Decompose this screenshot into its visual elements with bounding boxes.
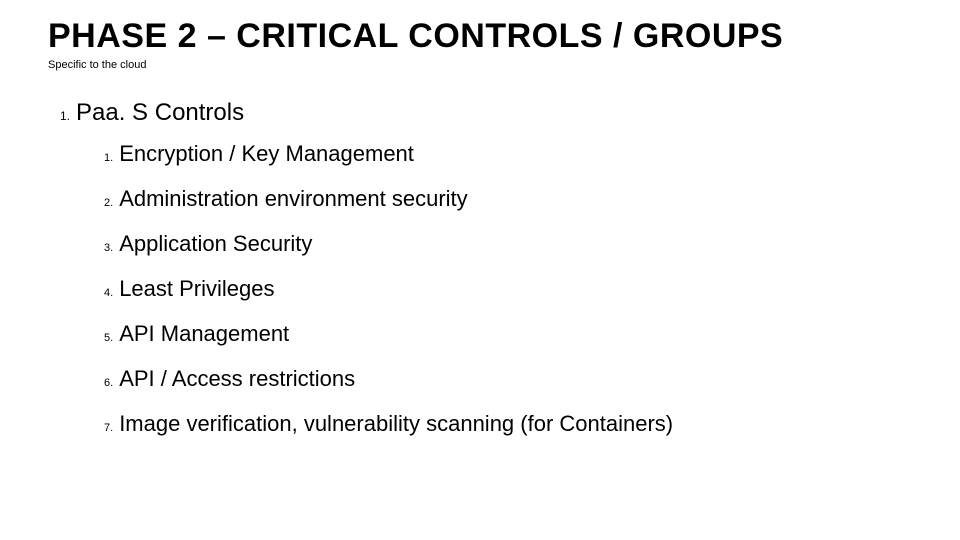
list-number: 4.: [104, 281, 113, 299]
outline-level2-item: 1. Encryption / Key Management: [104, 141, 912, 167]
list-text: API Management: [119, 321, 289, 347]
list-text: Application Security: [119, 231, 312, 257]
list-number: 1.: [104, 146, 113, 164]
outline-level2-item: 3. Application Security: [104, 231, 912, 257]
list-number: 3.: [104, 236, 113, 254]
list-text: Administration environment security: [119, 186, 467, 212]
list-text: Paa. S Controls: [76, 99, 244, 127]
slide-body: 1. Paa. S Controls 1. Encryption / Key M…: [48, 99, 912, 437]
slide-subtitle: Specific to the cloud: [48, 59, 912, 71]
list-number: 5.: [104, 326, 113, 344]
list-number: 6.: [104, 371, 113, 389]
outline-level2-item: 7. Image verification, vulnerability sca…: [104, 411, 912, 437]
outline-level1-item: 1. Paa. S Controls: [60, 99, 912, 127]
outline-level2-list: 1. Encryption / Key Management 2. Admini…: [60, 141, 912, 437]
list-text: Encryption / Key Management: [119, 141, 414, 167]
list-number: 7.: [104, 416, 113, 434]
outline-level2-item: 2. Administration environment security: [104, 186, 912, 212]
list-number: 2.: [104, 191, 113, 209]
slide-title: PHASE 2 – CRITICAL CONTROLS / GROUPS: [48, 18, 912, 55]
list-text: Image verification, vulnerability scanni…: [119, 411, 673, 437]
outline-level2-item: 4. Least Privileges: [104, 276, 912, 302]
outline-level2-item: 5. API Management: [104, 321, 912, 347]
outline-level2-item: 6. API / Access restrictions: [104, 366, 912, 392]
list-text: Least Privileges: [119, 276, 274, 302]
list-number: 1.: [60, 102, 70, 122]
slide: PHASE 2 – CRITICAL CONTROLS / GROUPS Spe…: [0, 0, 960, 540]
list-text: API / Access restrictions: [119, 366, 355, 392]
